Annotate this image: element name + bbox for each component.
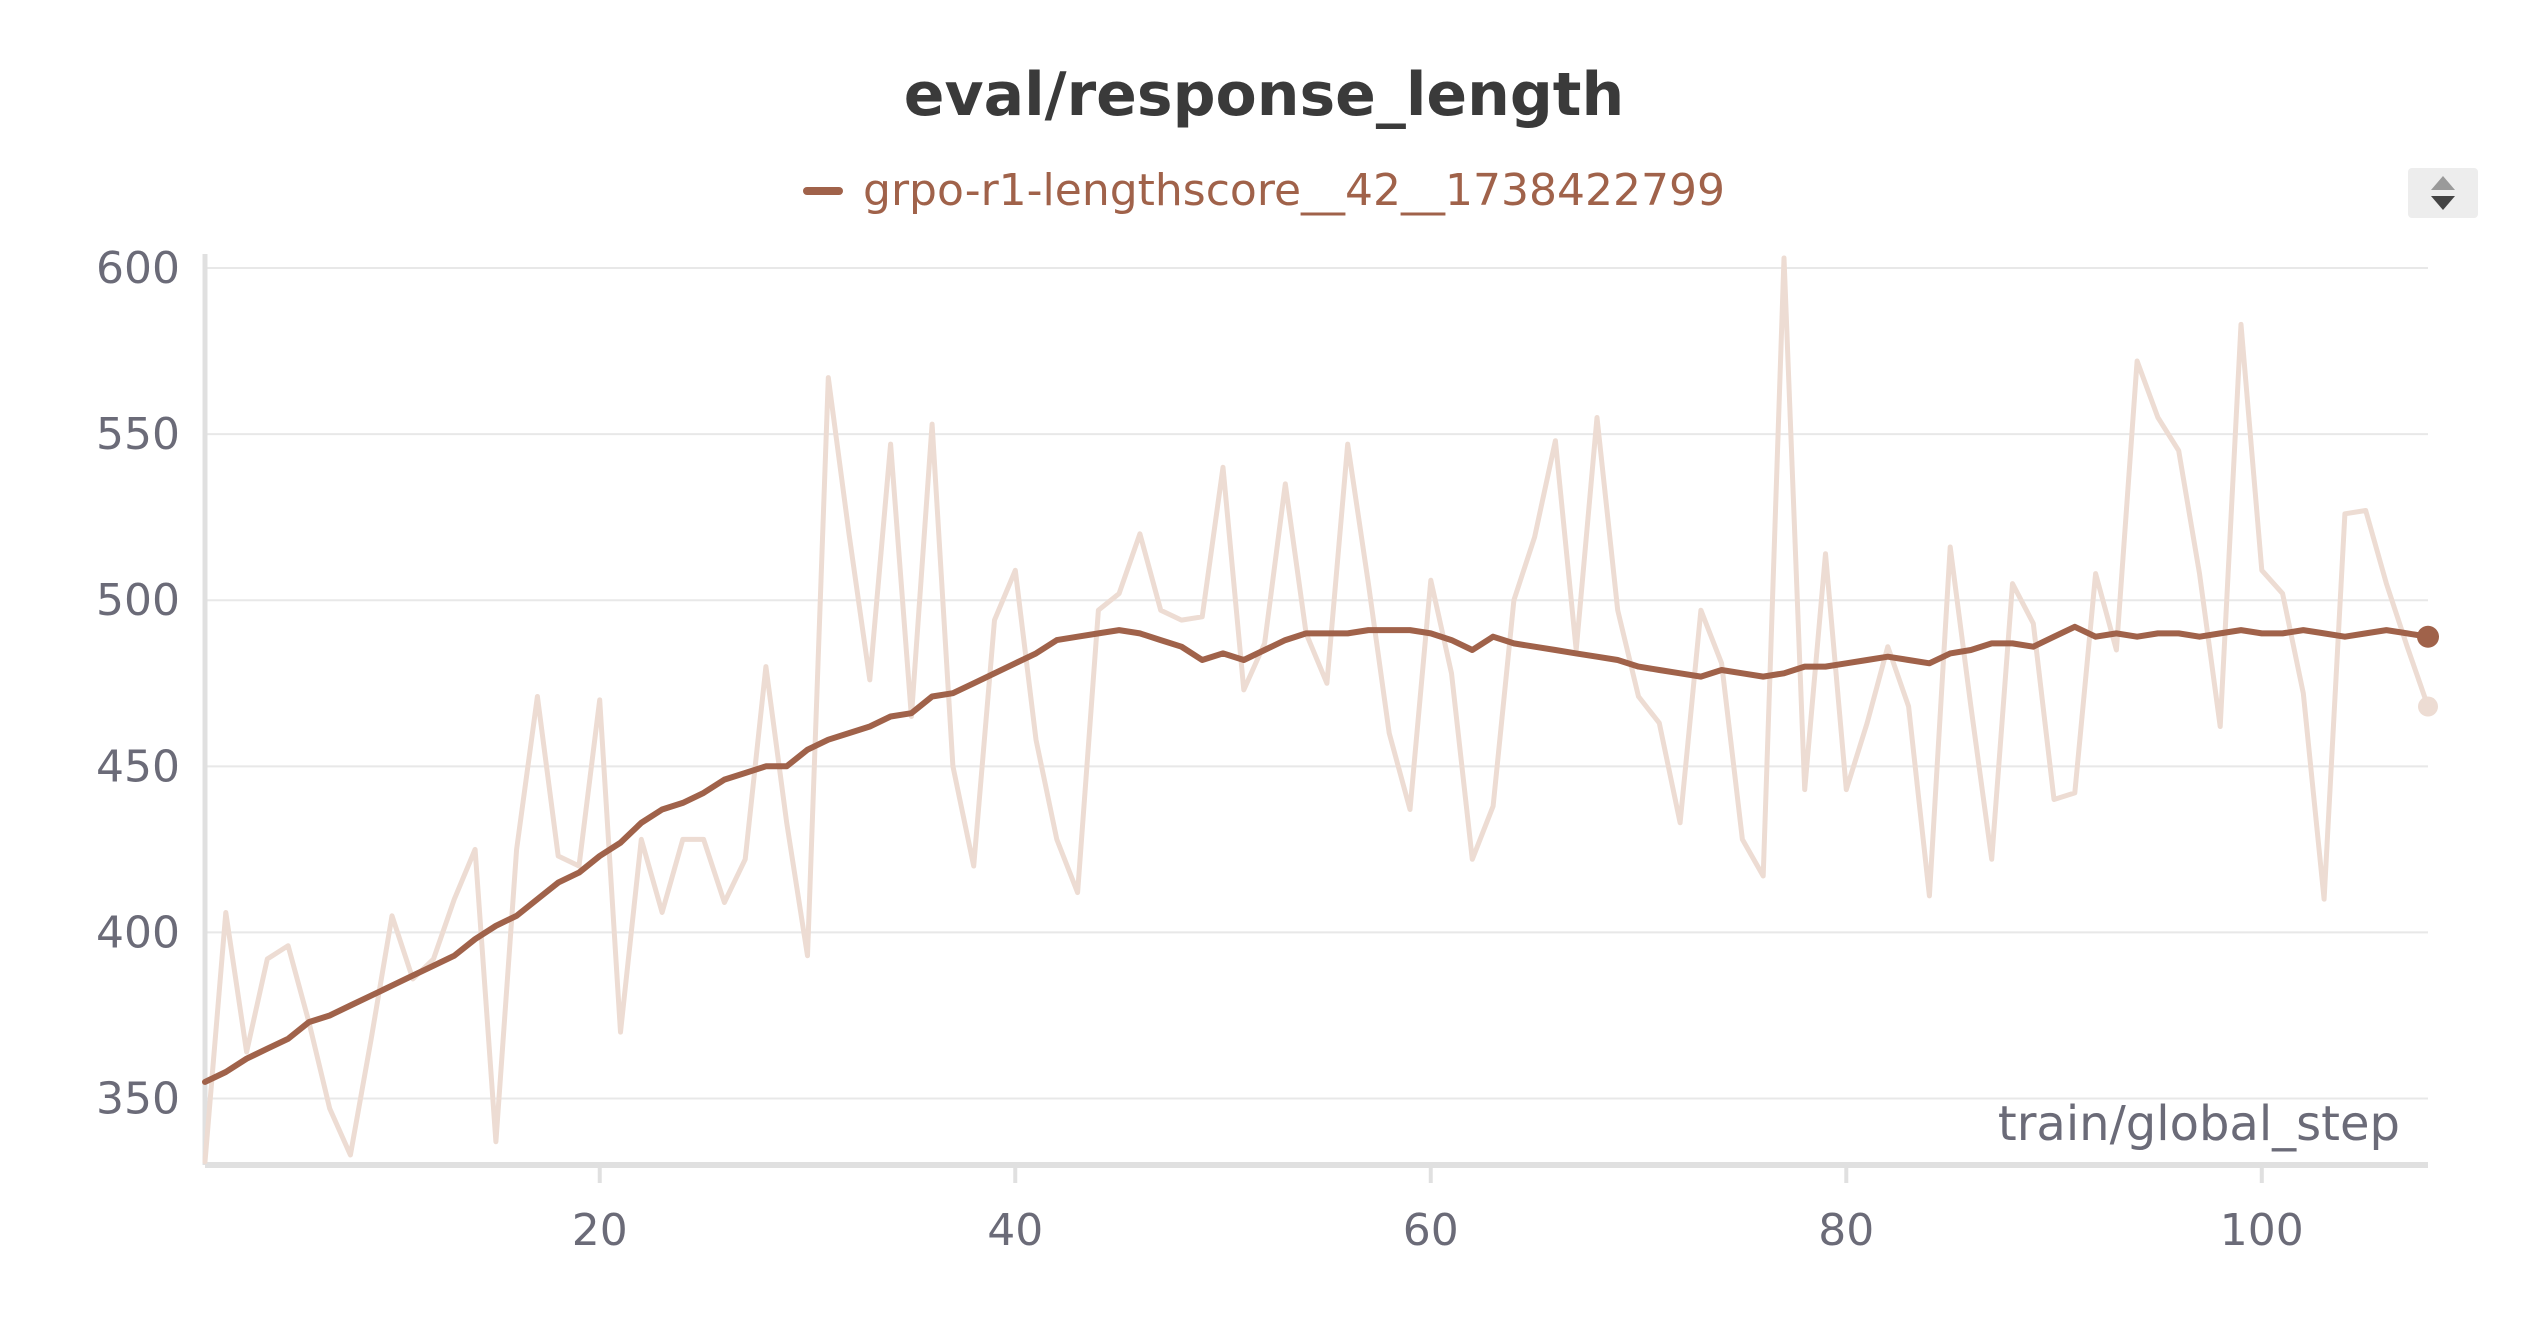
- y-tick-label-500: 500: [96, 575, 180, 626]
- raw-series-line[interactable]: [202, 255, 2431, 1165]
- x-tick-label-80: 80: [1818, 1205, 1874, 1256]
- smoothed-series-end-point[interactable]: [2417, 625, 2439, 648]
- chevron-up-icon[interactable]: [2431, 176, 2455, 190]
- legend[interactable]: grpo-r1-lengthscore__42__1738422799: [0, 165, 2528, 216]
- y-tick-label-400: 400: [96, 907, 180, 958]
- legend-series-label[interactable]: grpo-r1-lengthscore__42__1738422799: [863, 165, 1725, 216]
- x-axis-label: train/global_step: [1998, 1096, 2400, 1152]
- legend-swatch: [803, 186, 844, 195]
- x-tick-label-60: 60: [1403, 1205, 1459, 1256]
- y-tick-label-450: 450: [96, 741, 180, 792]
- legend-scroll-spinner[interactable]: [2408, 168, 2478, 218]
- series-layer: [202, 255, 2439, 1165]
- y-tick-label-600: 600: [96, 243, 180, 294]
- y-axis-ticks: 350 400 450 500 550 600: [96, 243, 180, 1125]
- smoothed-series-line[interactable]: [202, 623, 2431, 1085]
- grid-lines: [205, 266, 2428, 1100]
- axes: [202, 254, 2428, 1168]
- chevron-down-icon[interactable]: [2431, 196, 2455, 210]
- y-tick-label-550: 550: [96, 409, 180, 460]
- chart-title: eval/response_length: [903, 60, 1625, 130]
- y-tick-label-350: 350: [96, 1074, 180, 1125]
- x-tick-label-40: 40: [987, 1205, 1043, 1256]
- x-tick-label-20: 20: [572, 1205, 628, 1256]
- raw-series-end-point[interactable]: [2418, 696, 2438, 717]
- x-tick-label-100: 100: [2220, 1205, 2304, 1256]
- x-axis-ticks: 20 40 60 80 100: [572, 1165, 2304, 1256]
